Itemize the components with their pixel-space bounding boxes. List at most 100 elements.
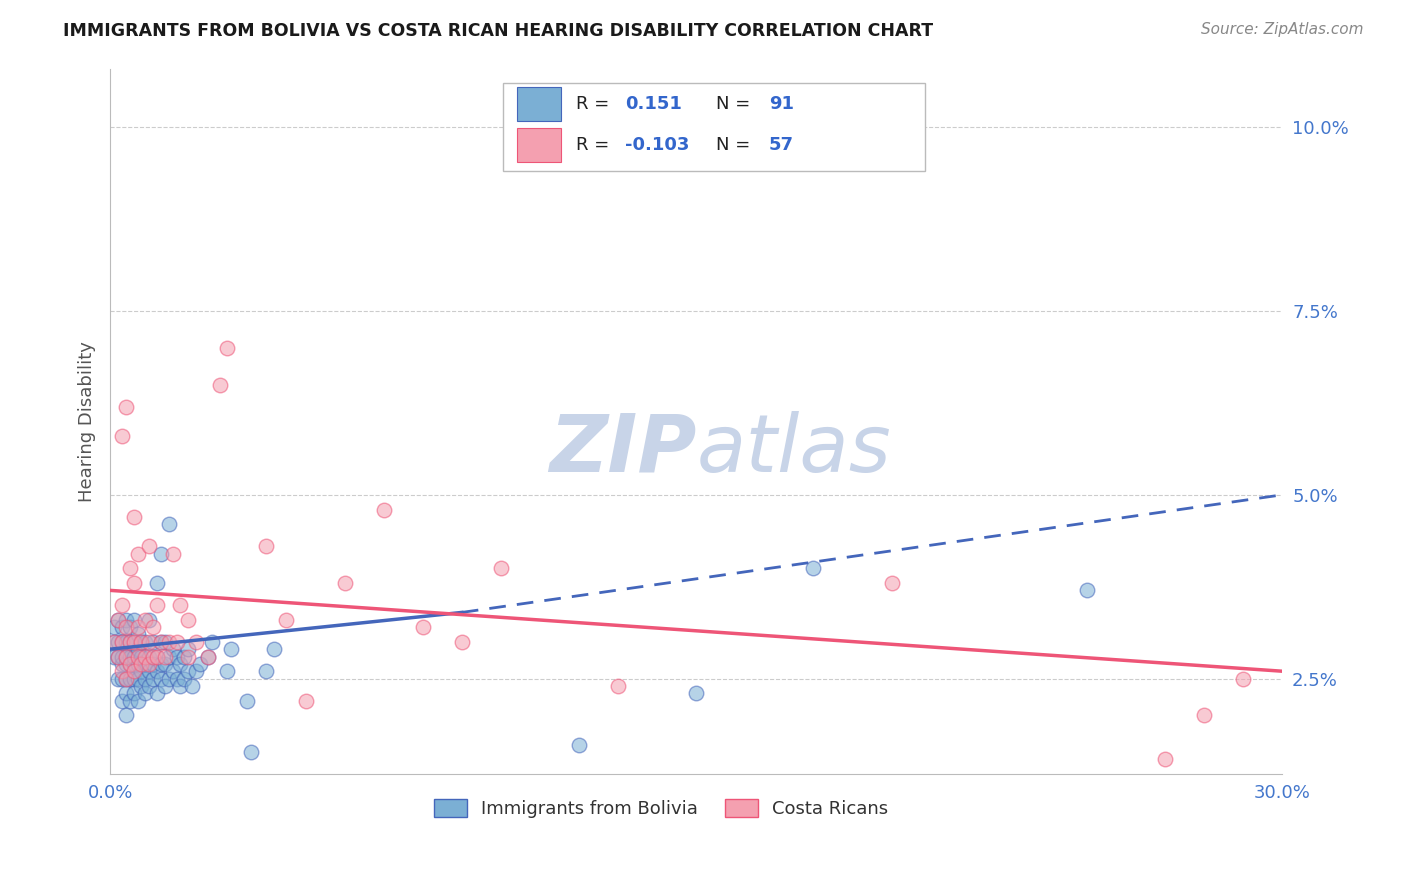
Point	[114, 657, 136, 671]
Point	[138, 679, 160, 693]
Point	[114, 649, 136, 664]
Text: N =: N =	[716, 136, 756, 154]
Text: R =: R =	[575, 136, 614, 154]
Point	[131, 635, 153, 649]
Point	[169, 657, 191, 671]
Point	[201, 635, 224, 649]
Point	[118, 635, 141, 649]
Point	[263, 642, 285, 657]
Point	[111, 693, 134, 707]
Point	[294, 693, 316, 707]
Point	[146, 686, 169, 700]
Point	[274, 613, 297, 627]
Point	[142, 657, 165, 671]
Point	[149, 635, 172, 649]
Point	[157, 635, 180, 649]
Point	[181, 679, 204, 693]
FancyBboxPatch shape	[503, 83, 925, 171]
Point	[256, 539, 278, 553]
Point	[219, 642, 242, 657]
Point	[166, 672, 188, 686]
Text: 57: 57	[769, 136, 794, 154]
Text: Source: ZipAtlas.com: Source: ZipAtlas.com	[1201, 22, 1364, 37]
Point	[146, 598, 169, 612]
Point	[149, 547, 172, 561]
Point	[153, 679, 176, 693]
Point	[111, 649, 134, 664]
Point	[114, 649, 136, 664]
Point	[118, 649, 141, 664]
Point	[169, 598, 191, 612]
Point	[111, 672, 134, 686]
Text: R =: R =	[575, 95, 614, 112]
Point	[184, 635, 207, 649]
Point	[111, 657, 134, 671]
Point	[131, 649, 153, 664]
Point	[188, 657, 211, 671]
Text: 0.151: 0.151	[624, 95, 682, 112]
Point	[122, 635, 145, 649]
Point	[118, 672, 141, 686]
Y-axis label: Hearing Disability: Hearing Disability	[79, 341, 96, 502]
Point	[568, 738, 591, 752]
Point	[173, 672, 195, 686]
Bar	[517, 128, 561, 162]
Point	[134, 657, 156, 671]
Point	[122, 686, 145, 700]
Point	[122, 613, 145, 627]
Point	[111, 598, 134, 612]
Point	[138, 664, 160, 678]
Point	[217, 664, 239, 678]
Point	[146, 664, 169, 678]
Legend: Immigrants from Bolivia, Costa Ricans: Immigrants from Bolivia, Costa Ricans	[427, 791, 896, 825]
Point	[131, 635, 153, 649]
Point	[373, 502, 395, 516]
Point	[127, 649, 149, 664]
Point	[1076, 583, 1098, 598]
Point	[107, 613, 129, 627]
Point	[114, 400, 136, 414]
Point	[134, 649, 156, 664]
Point	[111, 664, 134, 678]
Point	[177, 613, 200, 627]
Point	[103, 649, 125, 664]
Point	[111, 620, 134, 634]
Point	[122, 509, 145, 524]
Point	[114, 686, 136, 700]
Point	[197, 649, 219, 664]
Point	[153, 635, 176, 649]
Text: 91: 91	[769, 95, 794, 112]
Point	[131, 657, 153, 671]
Point	[138, 613, 160, 627]
Point	[127, 693, 149, 707]
Point	[118, 561, 141, 575]
Text: N =: N =	[716, 95, 756, 112]
Point	[1154, 752, 1177, 766]
Point	[177, 664, 200, 678]
Point	[146, 576, 169, 591]
Point	[107, 635, 129, 649]
Point	[103, 635, 125, 649]
Point	[138, 539, 160, 553]
Point	[118, 657, 141, 671]
Point	[412, 620, 434, 634]
Point	[127, 547, 149, 561]
Point	[217, 341, 239, 355]
Point	[118, 693, 141, 707]
Point	[880, 576, 903, 591]
Point	[166, 649, 188, 664]
Point	[127, 657, 149, 671]
Point	[107, 672, 129, 686]
Point	[450, 635, 472, 649]
Point	[239, 745, 262, 759]
Point	[114, 635, 136, 649]
Point	[685, 686, 707, 700]
Point	[208, 377, 231, 392]
Point	[197, 649, 219, 664]
Point	[146, 649, 169, 664]
Point	[111, 429, 134, 443]
Point	[138, 635, 160, 649]
Point	[162, 664, 184, 678]
Point	[138, 657, 160, 671]
Bar	[517, 87, 561, 120]
